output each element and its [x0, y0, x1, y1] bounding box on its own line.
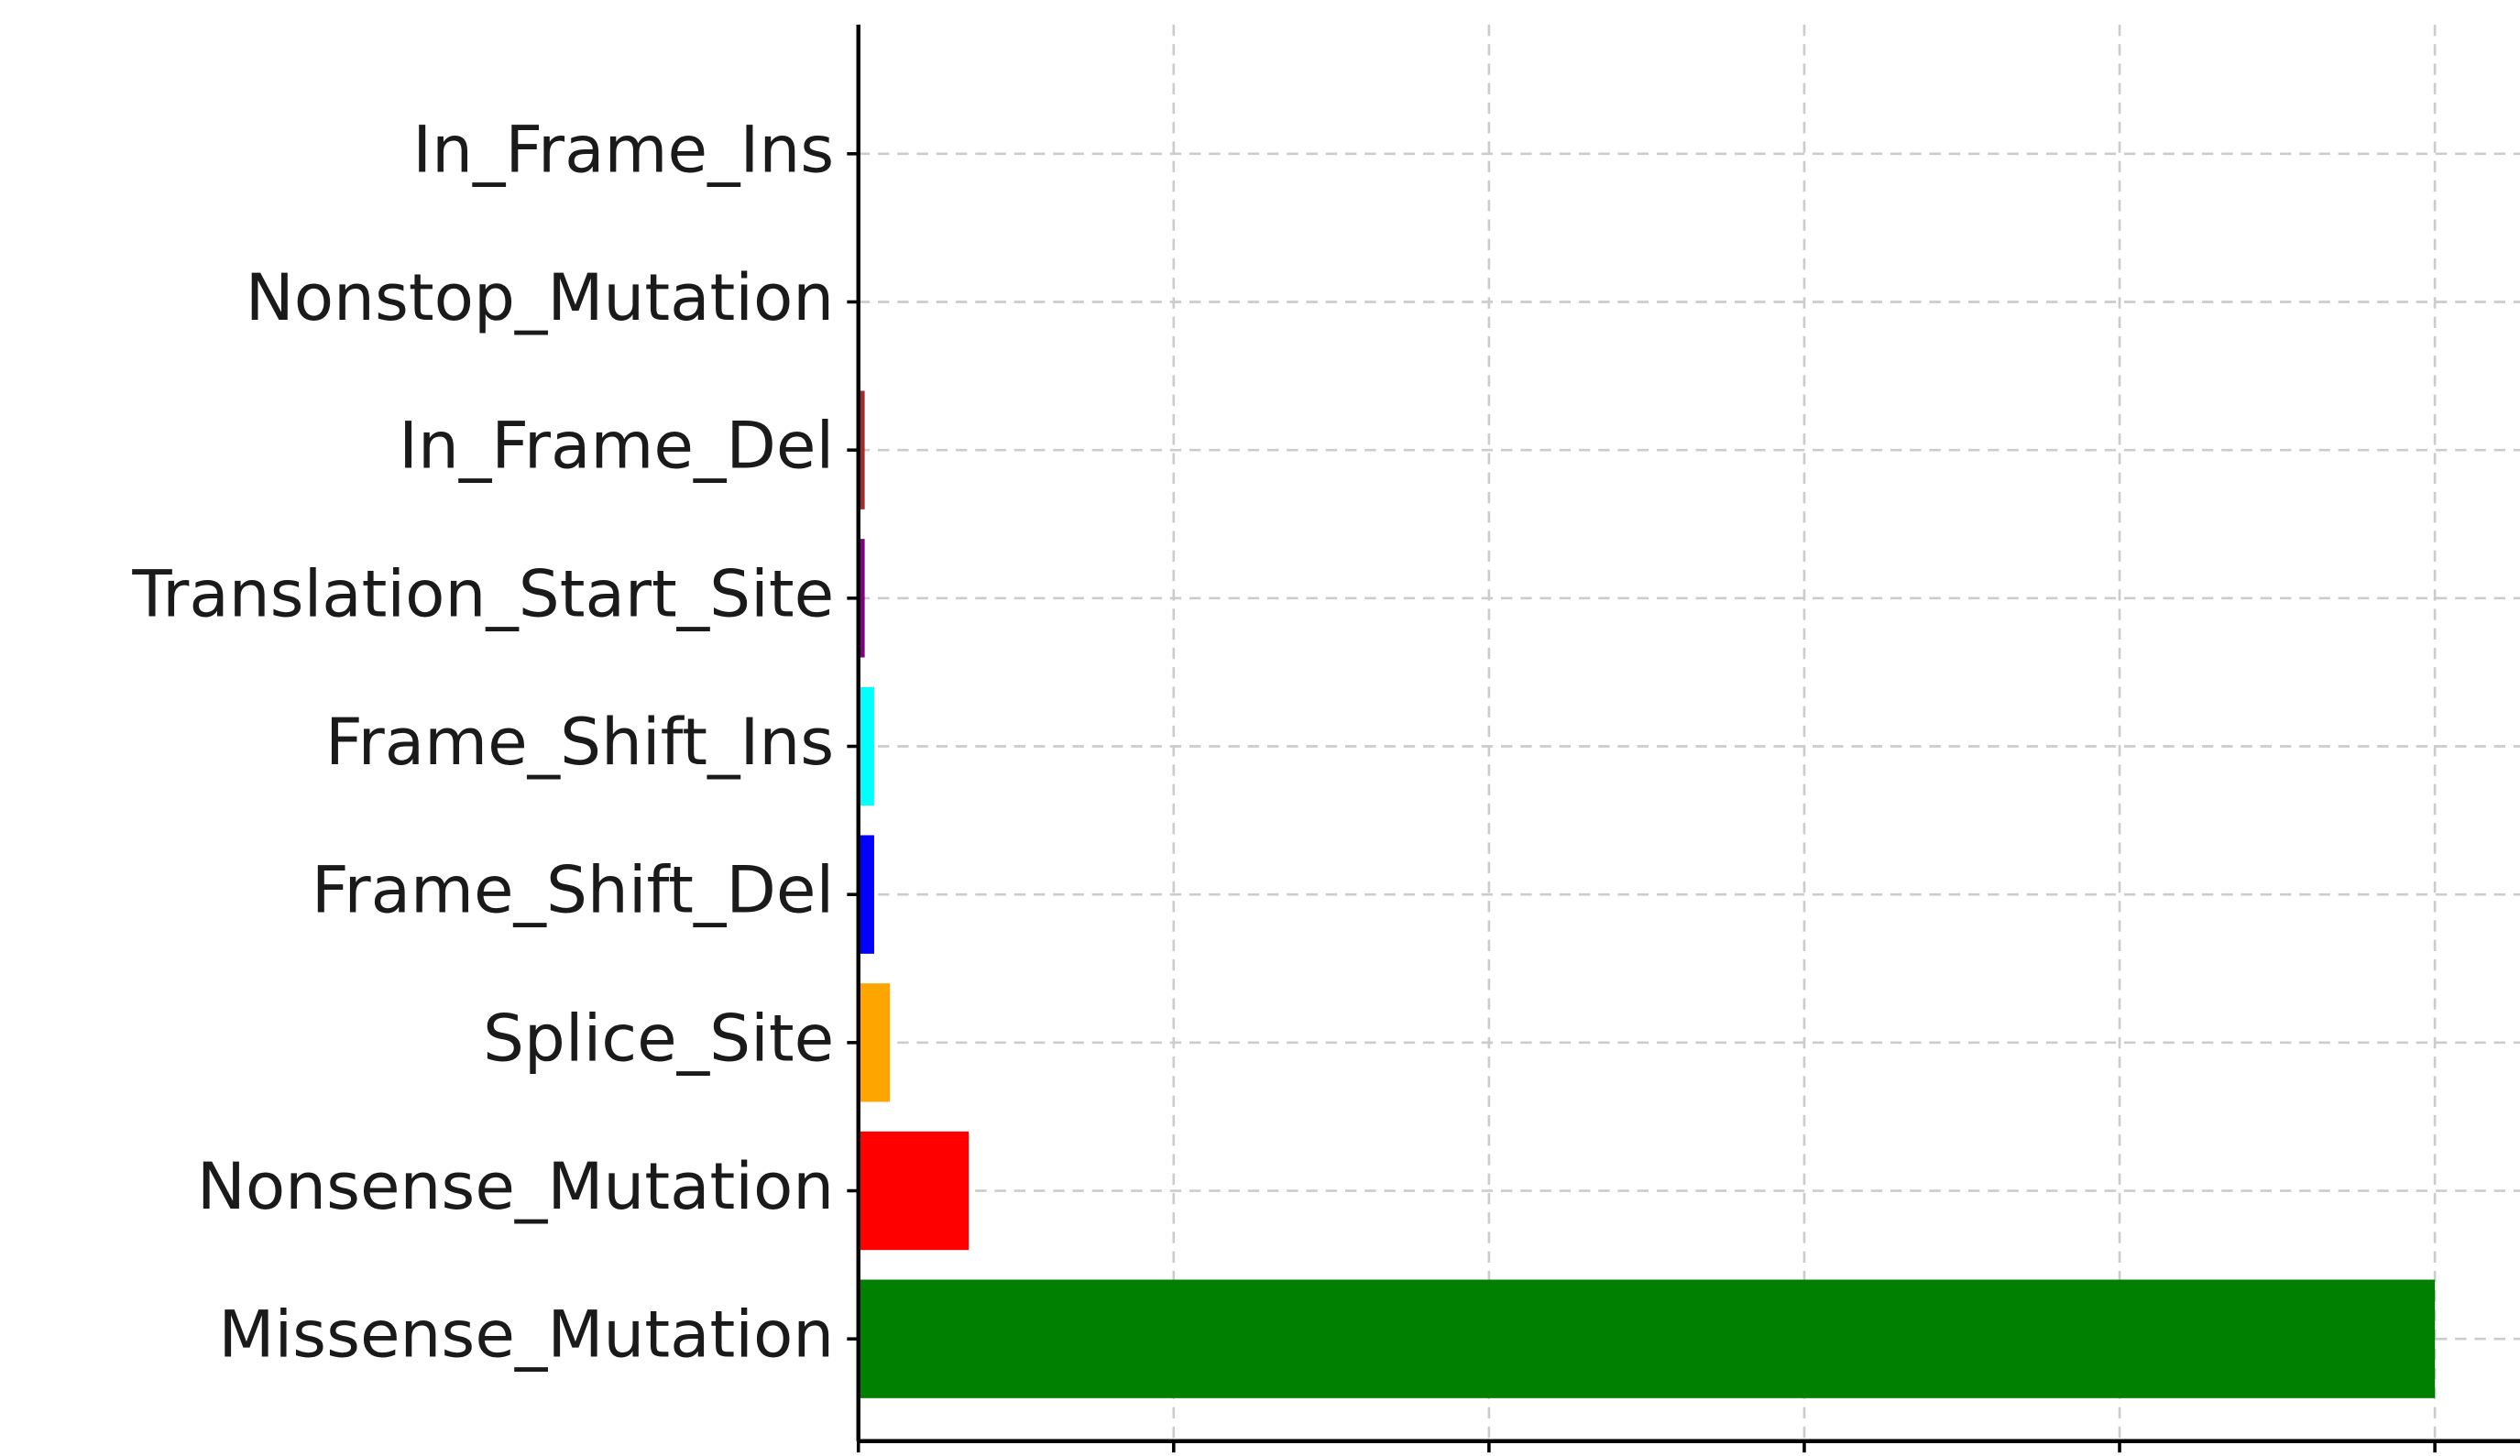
y-tick-label: Frame_Shift_Del [312, 852, 834, 928]
y-tick-label: Translation_Start_Site [131, 555, 834, 631]
y-tick-label: Splice_Site [483, 1000, 834, 1076]
y-tick-label: In_Frame_Ins [412, 111, 834, 187]
bar [858, 539, 865, 658]
bar [858, 1279, 2436, 1398]
bar [858, 1131, 970, 1251]
y-tick-label: Frame_Shift_Ins [325, 704, 834, 780]
bar [858, 983, 891, 1102]
bar [858, 835, 874, 954]
y-tick-label: Nonstop_Mutation [246, 259, 834, 335]
bar [858, 686, 874, 806]
bar [858, 390, 865, 509]
y-tick-label: Nonsense_Mutation [197, 1148, 834, 1224]
y-tick-label: In_Frame_Del [399, 408, 834, 484]
y-tick-label: Missense_Mutation [218, 1297, 834, 1373]
